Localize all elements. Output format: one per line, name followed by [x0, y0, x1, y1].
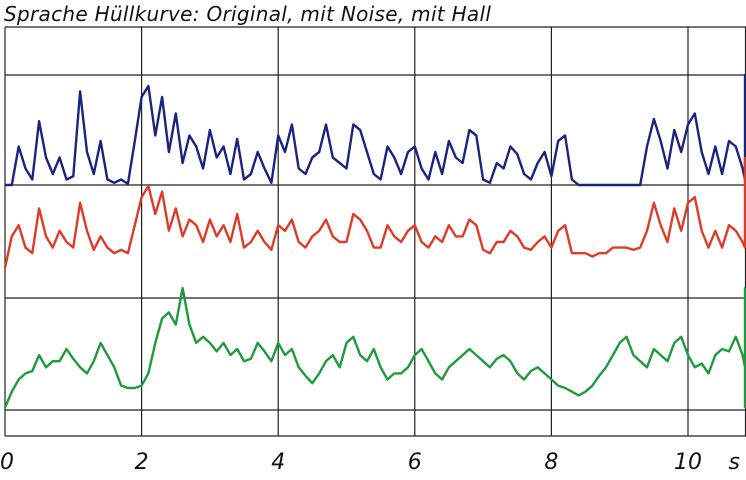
- series-line-0: [5, 73, 746, 187]
- x-tick-label: 4: [271, 450, 285, 475]
- x-tick-label: 8: [544, 450, 558, 475]
- series-line-2: [3, 286, 746, 409]
- x-unit-label: s: [729, 450, 740, 475]
- series-lines: [3, 73, 746, 409]
- x-tick-label: 10: [674, 450, 702, 475]
- x-tick-label: 6: [408, 450, 422, 475]
- x-tick-labels: 0 2 4 6 8 10 s: [0, 450, 740, 475]
- series-line-1: [3, 156, 746, 269]
- x-tick-label: 2: [135, 450, 149, 475]
- chart-title: Sprache Hüllkurve: Original, mit Noise, …: [4, 2, 492, 26]
- x-tick-label: 0: [0, 450, 14, 475]
